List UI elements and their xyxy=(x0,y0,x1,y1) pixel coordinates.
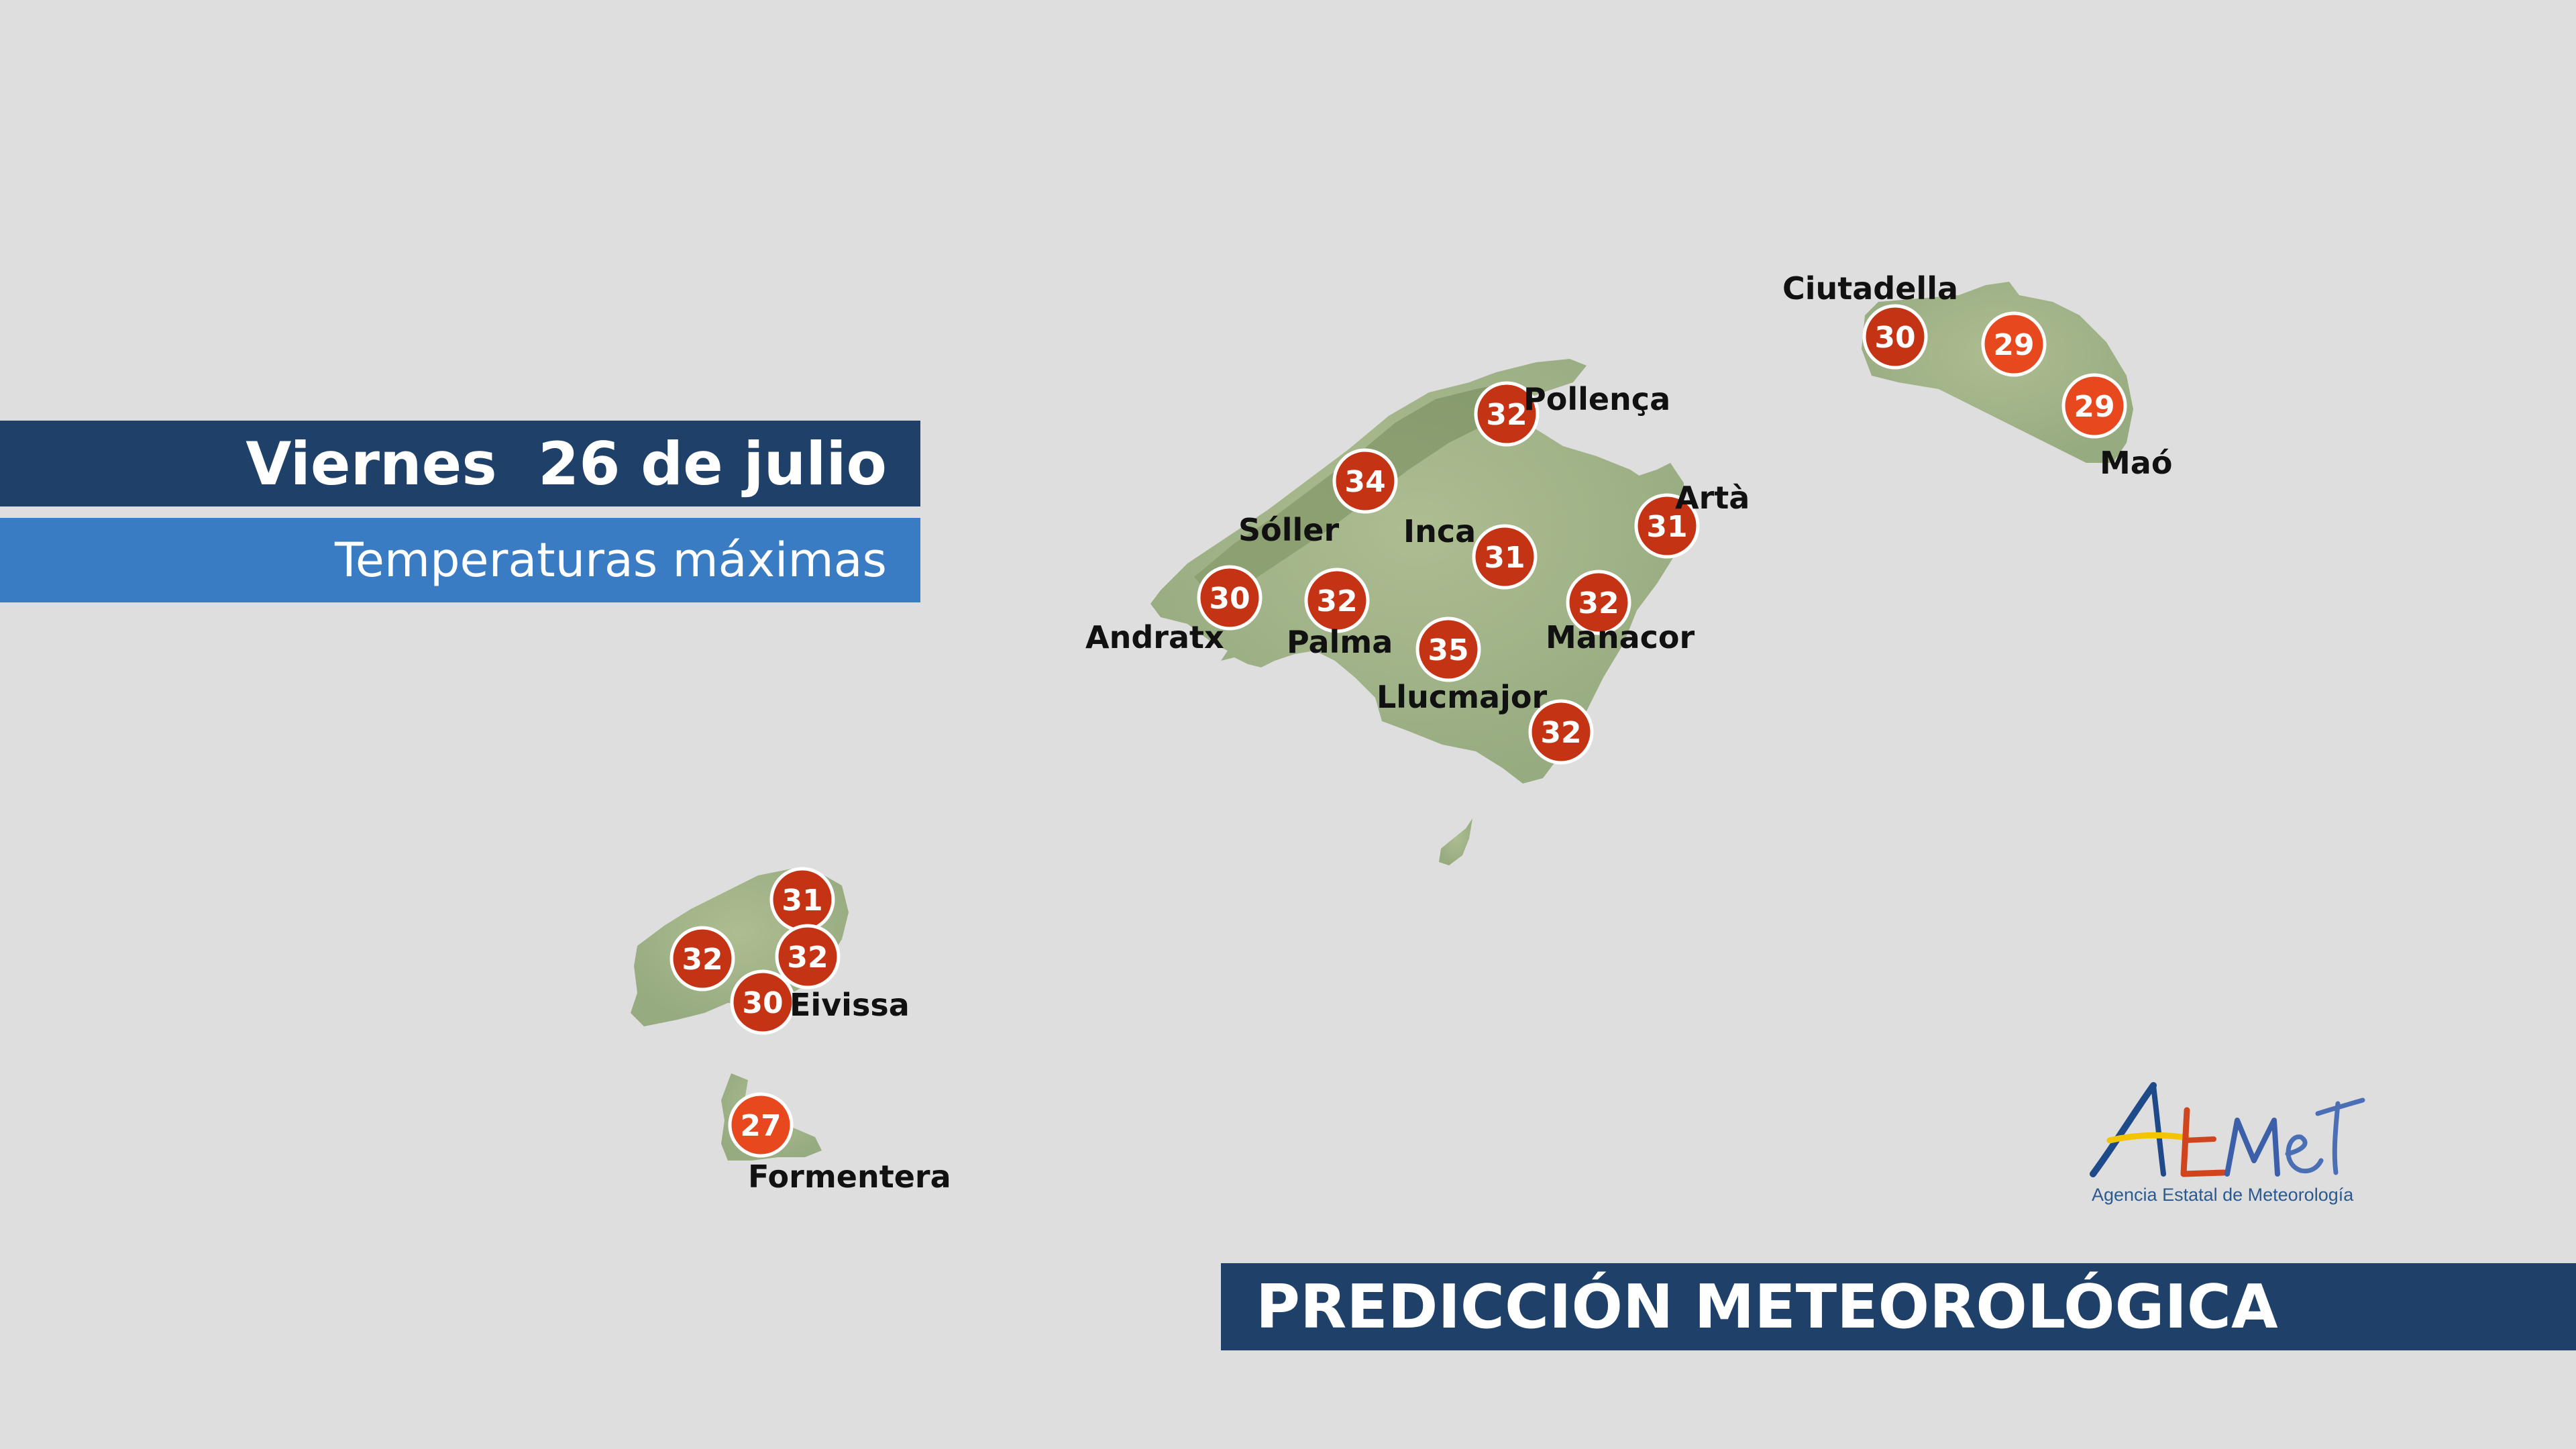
temp-marker-eivissa: 30 xyxy=(730,969,796,1035)
city-label-mao: Maó xyxy=(2100,445,2172,481)
temp-value: 35 xyxy=(1428,633,1468,667)
city-label-manacor: Manacor xyxy=(1546,619,1695,655)
temp-value: 30 xyxy=(1209,582,1250,616)
temp-value: 32 xyxy=(787,941,828,975)
temp-value: 31 xyxy=(1646,510,1687,544)
date-banner: Viernes 26 de julio xyxy=(0,421,920,506)
temp-value: 34 xyxy=(1344,465,1385,499)
temp-marker-menorca-center: 29 xyxy=(1981,311,2047,377)
temp-value: 27 xyxy=(740,1109,781,1143)
temp-value: 30 xyxy=(742,986,783,1020)
temp-value: 32 xyxy=(1540,716,1581,750)
temp-value: 32 xyxy=(682,943,722,977)
temp-value: 29 xyxy=(1993,328,2034,362)
city-label-formentera: Formentera xyxy=(748,1159,951,1195)
temp-marker-ibiza-east: 32 xyxy=(775,924,841,989)
temp-marker-inca: 31 xyxy=(1472,524,1538,590)
temp-marker-formentera: 27 xyxy=(728,1092,794,1158)
city-label-arta: Artà xyxy=(1675,480,1750,516)
city-label-andratx: Andratx xyxy=(1085,619,1224,655)
footer-banner: PREDICCIÓN METEOROLÓGICA xyxy=(1221,1263,2576,1350)
temp-marker-soller: 34 xyxy=(1332,448,1398,514)
aemet-logo: Agencia Estatal de Meteorología xyxy=(2090,1082,2365,1205)
temp-marker-arta: 31 xyxy=(1634,493,1700,559)
city-label-soller: Sóller xyxy=(1238,512,1339,548)
city-label-ciutadella: Ciutadella xyxy=(1782,270,1958,307)
subtitle-banner: Temperaturas máximas xyxy=(0,518,920,602)
temp-marker-llucmajor: 35 xyxy=(1415,616,1481,682)
mallorca-island xyxy=(1150,359,1684,784)
temp-value: 29 xyxy=(2074,390,2114,424)
logo-subtitle: Agencia Estatal de Meteorología xyxy=(2092,1185,2354,1205)
temp-marker-pollenca: 32 xyxy=(1474,381,1540,447)
city-label-pollenca: Pollença xyxy=(1523,381,1670,417)
city-label-inca: Inca xyxy=(1403,513,1476,549)
temp-marker-mao: 29 xyxy=(2061,373,2127,439)
temp-marker-ciutadella: 30 xyxy=(1862,304,1928,370)
cabrera-island xyxy=(1439,818,1472,865)
temp-value: 30 xyxy=(1874,321,1915,355)
temp-marker-ibiza-north: 31 xyxy=(769,867,835,932)
temp-marker-ibiza-west: 32 xyxy=(669,926,735,991)
temp-value: 32 xyxy=(1486,398,1527,432)
temp-value: 32 xyxy=(1316,584,1357,619)
temp-marker-manacor: 32 xyxy=(1566,570,1631,635)
temp-value: 31 xyxy=(782,883,822,918)
temp-marker-palma: 32 xyxy=(1304,568,1370,633)
temp-marker-andratx: 30 xyxy=(1197,565,1263,631)
city-label-palma: Palma xyxy=(1287,624,1393,660)
temp-marker-mallorca-southeast: 32 xyxy=(1528,699,1594,765)
city-label-eivissa: Eivissa xyxy=(790,987,910,1023)
city-label-llucmajor: Llucmajor xyxy=(1377,679,1547,715)
temp-value: 31 xyxy=(1484,541,1525,575)
temp-value: 32 xyxy=(1578,586,1619,621)
